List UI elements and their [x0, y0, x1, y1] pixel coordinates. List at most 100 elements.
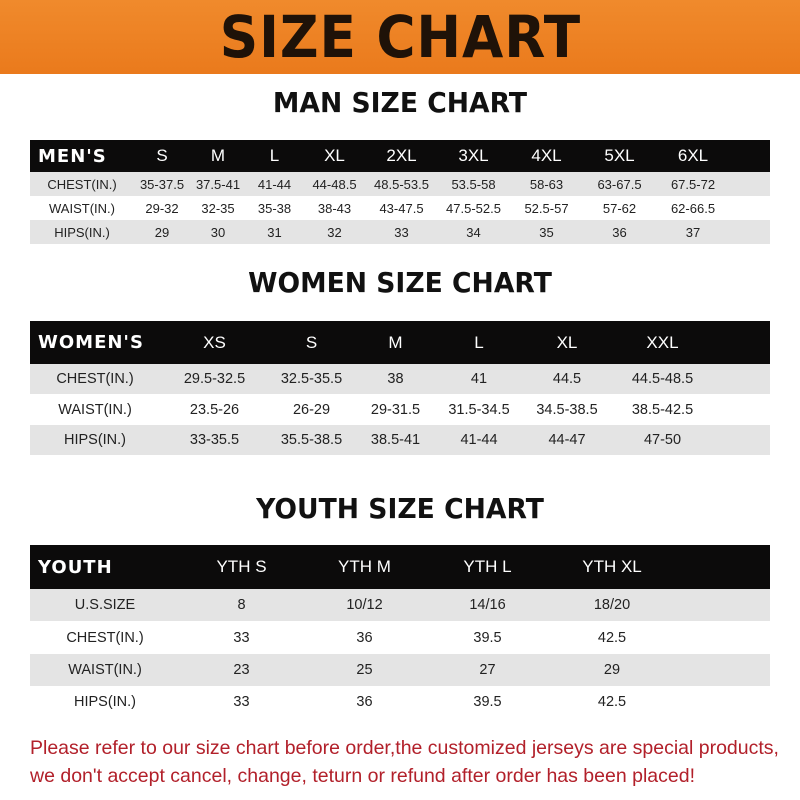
measurement-cell: 29-32 — [145, 200, 179, 216]
measurement-cell: 57-62 — [602, 200, 637, 216]
measurement-cell: 32.5-35.5 — [280, 371, 343, 387]
measurement-cell: 42.5 — [597, 694, 627, 710]
size-header: L — [474, 332, 484, 352]
size-header: XL — [556, 332, 578, 352]
size-header: YTH S — [216, 557, 267, 576]
women-size-table: WOMEN'S XS S M L XL XXL CHEST(IN.) 29.5-32.5 32.5… — [30, 321, 770, 455]
measurement-cell: 31.5-34.5 — [448, 401, 510, 418]
row-label: WOMEN'S — [38, 332, 144, 353]
row-label: HIPS(IN.) — [63, 432, 127, 448]
row-label: CHEST(IN.) — [47, 176, 117, 192]
measurement-cell: 37 — [685, 224, 701, 240]
measurement-cell: 30 — [210, 224, 226, 240]
measurement-cell: 53.5-58 — [451, 176, 496, 192]
row-label: WAIST(IN.) — [49, 200, 115, 216]
measurement-cell: 47.5-52.5 — [446, 200, 501, 216]
measurement-cell: 39.5 — [473, 629, 502, 646]
measurement-cell: 34.5-38.5 — [536, 401, 598, 418]
size-header: M — [210, 146, 226, 165]
measurement-cell: 29.5-32.5 — [183, 371, 246, 387]
banner-title: SIZE CHART — [219, 3, 581, 71]
row-label: MEN'S — [38, 145, 107, 167]
youth-size-table: YOUTH YTH S YTH M YTH L YTH XL U.S.SIZE 8 10/12… — [30, 545, 770, 718]
size-header: YTH M — [338, 557, 391, 576]
measurement-cell: 41 — [470, 371, 488, 387]
measurement-cell: 35-38 — [257, 200, 292, 216]
measurement-cell: 33 — [233, 694, 250, 710]
youth-section-title: YOUTH SIZE CHART — [256, 492, 544, 525]
measurement-cell: 35 — [539, 224, 554, 240]
measurement-cell: 8 — [237, 597, 246, 613]
measurement-cell: 38.5-41 — [370, 432, 421, 448]
measurement-cell: 67.5-72 — [670, 176, 716, 192]
measurement-cell: 31 — [267, 224, 282, 240]
size-header: YTH XL — [582, 557, 642, 576]
measurement-cell: 29 — [603, 662, 621, 678]
measurement-cell: 23 — [233, 662, 250, 678]
measurement-cell: 58-63 — [529, 176, 564, 192]
women-section-title: WOMEN SIZE CHART — [248, 266, 552, 299]
measurement-cell: 25 — [356, 662, 373, 678]
table-row: CHEST(IN.) 35-37.5 37.5-41 41-44 44-48.5 48.5… — [30, 172, 770, 196]
measurement-cell: 35-37.5 — [139, 176, 185, 192]
men-section-title: MAN SIZE CHART — [272, 86, 528, 119]
row-label: WAIST(IN.) — [68, 662, 142, 678]
order-notice: Please refer to our size chart before or… — [30, 734, 780, 790]
measurement-cell: 44.5-48.5 — [631, 371, 694, 387]
measurement-cell: 38 — [387, 371, 404, 387]
size-header: 2XL — [386, 146, 417, 165]
measurement-cell: 37.5-41 — [195, 176, 241, 192]
size-header: XS — [203, 332, 226, 352]
measurement-cell: 29-31.5 — [370, 401, 421, 418]
table-row: HIPS(IN.) 33-35.5 35.5-38.5 38.5-41 41-44 44-… — [30, 425, 770, 455]
measurement-cell: 44-47 — [548, 432, 586, 448]
measurement-cell: 33 — [233, 629, 250, 646]
measurement-cell: 36 — [356, 694, 373, 710]
size-header: 3XL — [458, 146, 489, 165]
row-label: YOUTH — [38, 556, 113, 578]
size-header: 5XL — [604, 146, 635, 165]
row-label: CHEST(IN.) — [66, 629, 144, 646]
measurement-cell: 41-44 — [460, 432, 498, 448]
header-row: WOMEN'S XS S M L XL XXL — [30, 321, 770, 364]
header-row: MEN'S S M L XL 2XL 3XL 4XL 5XL 6XL — [30, 140, 770, 172]
size-header: 6XL — [677, 146, 709, 165]
measurement-cell: 38.5-42.5 — [631, 401, 694, 418]
measurement-cell: 44-48.5 — [312, 176, 357, 192]
men-size-table: MEN'S S M L XL 2XL 3XL 4XL 5XL 6XL CHEST(IN.) 35-37… — [30, 140, 770, 244]
row-label: HIPS(IN.) — [73, 694, 137, 710]
notice-line-1: Please refer to our size chart before or… — [30, 737, 779, 759]
size-header: 4XL — [531, 146, 562, 165]
measurement-cell: 47-50 — [643, 432, 682, 448]
measurement-cell: 48.5-53.5 — [374, 176, 429, 192]
measurement-cell: 10/12 — [346, 597, 383, 613]
size-header: YTH L — [463, 557, 512, 576]
measurement-cell: 32 — [327, 224, 342, 240]
measurement-cell: 36 — [356, 629, 373, 646]
measurement-cell: 44.5 — [552, 371, 582, 387]
measurement-cell: 32-35 — [201, 200, 235, 216]
size-header: L — [269, 146, 280, 165]
measurement-cell: 41-44 — [257, 176, 292, 192]
measurement-cell: 63-67.5 — [597, 176, 642, 192]
size-header: S — [305, 332, 318, 352]
measurement-cell: 29 — [154, 224, 170, 240]
measurement-cell: 35.5-38.5 — [280, 432, 343, 448]
table-row: CHEST(IN.) 33 36 39.5 42.5 — [30, 621, 770, 654]
table-row: U.S.SIZE 8 10/12 14/16 18/20 — [30, 589, 770, 621]
measurement-cell: 33-35.5 — [189, 432, 240, 448]
size-header: XXL — [646, 332, 679, 352]
table-row: HIPS(IN.) 33 36 39.5 42.5 — [30, 686, 770, 718]
row-label: CHEST(IN.) — [56, 371, 134, 387]
measurement-cell: 42.5 — [597, 629, 627, 646]
measurement-cell: 62-66.5 — [670, 200, 716, 216]
size-header: M — [388, 332, 403, 352]
notice-line-2: we don't accept cancel, change, teturn o… — [30, 765, 695, 787]
measurement-cell: 18/20 — [593, 597, 631, 613]
measurement-cell: 23.5-26 — [189, 401, 240, 418]
table-row: CHEST(IN.) 29.5-32.5 32.5-35.5 38 41 44.5 44.5… — [30, 364, 770, 394]
row-label: HIPS(IN.) — [54, 224, 110, 240]
measurement-cell: 33 — [394, 224, 409, 240]
title-banner: SIZE CHART — [0, 0, 800, 74]
row-label: WAIST(IN.) — [58, 401, 132, 418]
